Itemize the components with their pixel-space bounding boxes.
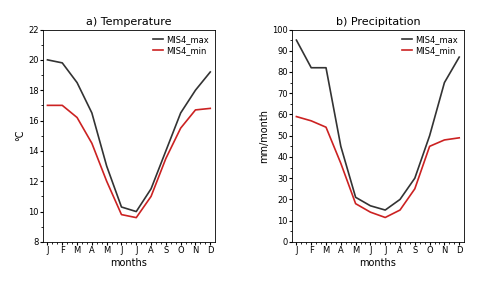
MIS4_max: [338, 145, 344, 148]
MIS4_min: [74, 116, 80, 119]
MIS4_max: [44, 58, 50, 62]
MIS4_min: [412, 187, 418, 191]
MIS4_min: [133, 216, 139, 219]
MIS4_min: [293, 115, 299, 118]
MIS4_max: [427, 134, 433, 137]
MIS4_max: [148, 187, 154, 191]
Line: MIS4_min: MIS4_min: [296, 117, 459, 217]
MIS4_min: [44, 104, 50, 107]
MIS4_max: [89, 111, 95, 115]
MIS4_min: [59, 104, 65, 107]
MIS4_min: [193, 108, 198, 112]
Legend: MIS4_max, MIS4_min: MIS4_max, MIS4_min: [400, 34, 459, 57]
X-axis label: months: months: [359, 258, 396, 268]
MIS4_min: [148, 195, 154, 198]
Legend: MIS4_max, MIS4_min: MIS4_max, MIS4_min: [151, 34, 210, 57]
Y-axis label: mm/month: mm/month: [259, 109, 269, 163]
MIS4_min: [338, 162, 344, 165]
X-axis label: months: months: [110, 258, 147, 268]
MIS4_max: [397, 198, 403, 201]
MIS4_min: [427, 145, 433, 148]
MIS4_min: [207, 106, 213, 110]
MIS4_max: [456, 55, 462, 59]
MIS4_min: [178, 126, 184, 130]
MIS4_max: [163, 149, 169, 153]
MIS4_max: [133, 210, 139, 213]
MIS4_max: [207, 70, 213, 74]
Line: MIS4_max: MIS4_max: [296, 40, 459, 210]
MIS4_min: [442, 138, 447, 142]
MIS4_min: [456, 136, 462, 140]
Line: MIS4_max: MIS4_max: [47, 60, 210, 212]
MIS4_max: [382, 208, 388, 212]
MIS4_min: [397, 208, 403, 212]
MIS4_min: [368, 210, 373, 214]
MIS4_min: [163, 157, 169, 160]
MIS4_max: [104, 164, 109, 168]
MIS4_max: [119, 205, 124, 209]
MIS4_max: [193, 88, 198, 92]
MIS4_min: [104, 179, 109, 183]
MIS4_min: [323, 125, 329, 129]
Title: a) Temperature: a) Temperature: [86, 17, 172, 27]
MIS4_max: [412, 176, 418, 180]
Y-axis label: °C: °C: [15, 130, 25, 141]
MIS4_max: [293, 38, 299, 42]
MIS4_min: [353, 202, 358, 205]
MIS4_max: [442, 81, 447, 84]
MIS4_max: [323, 66, 329, 70]
MIS4_max: [353, 196, 358, 199]
MIS4_max: [59, 61, 65, 65]
MIS4_min: [308, 119, 314, 123]
MIS4_min: [119, 213, 124, 216]
Title: b) Precipitation: b) Precipitation: [336, 17, 420, 27]
MIS4_max: [74, 81, 80, 84]
MIS4_min: [89, 142, 95, 145]
MIS4_max: [308, 66, 314, 70]
MIS4_max: [178, 111, 184, 115]
MIS4_max: [368, 204, 373, 208]
Line: MIS4_min: MIS4_min: [47, 105, 210, 218]
MIS4_min: [382, 216, 388, 219]
